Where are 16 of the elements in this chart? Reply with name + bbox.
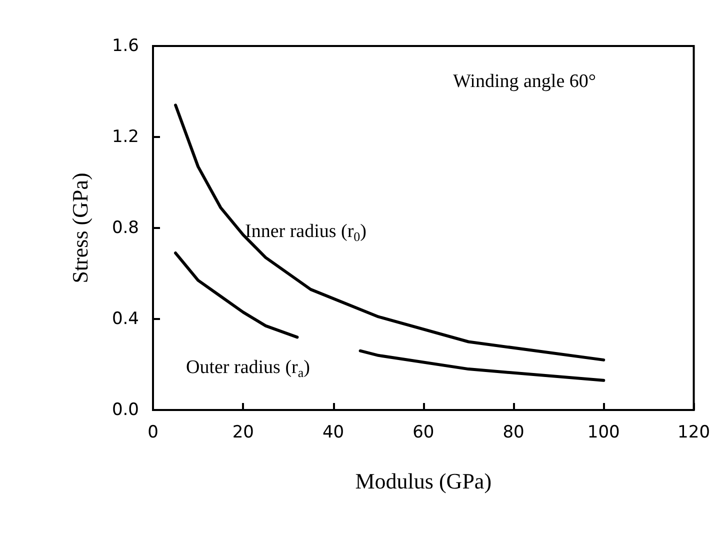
y-tick-label: 0.4 xyxy=(112,309,139,329)
x-tick-label: 120 xyxy=(678,422,710,442)
y-tick-label: 0.8 xyxy=(112,218,139,238)
y-tick-label: 1.2 xyxy=(112,127,139,147)
y-axis-title: Stress (GPa) xyxy=(68,172,92,284)
x-tick-label: 40 xyxy=(322,422,344,442)
line-series xyxy=(174,104,606,362)
y-tick-label: 0.0 xyxy=(112,400,139,420)
x-tick-label: 60 xyxy=(412,422,434,442)
y-tick-label: 1.6 xyxy=(112,36,139,56)
x-tick-label: 20 xyxy=(232,422,254,442)
x-tick-label: 100 xyxy=(587,422,620,442)
annotation: Winding angle 60° xyxy=(453,71,596,92)
x-tick-label: 80 xyxy=(502,422,524,442)
x-axis-title: Modulus (GPa) xyxy=(355,468,492,494)
x-tick-label: 0 xyxy=(148,422,158,442)
